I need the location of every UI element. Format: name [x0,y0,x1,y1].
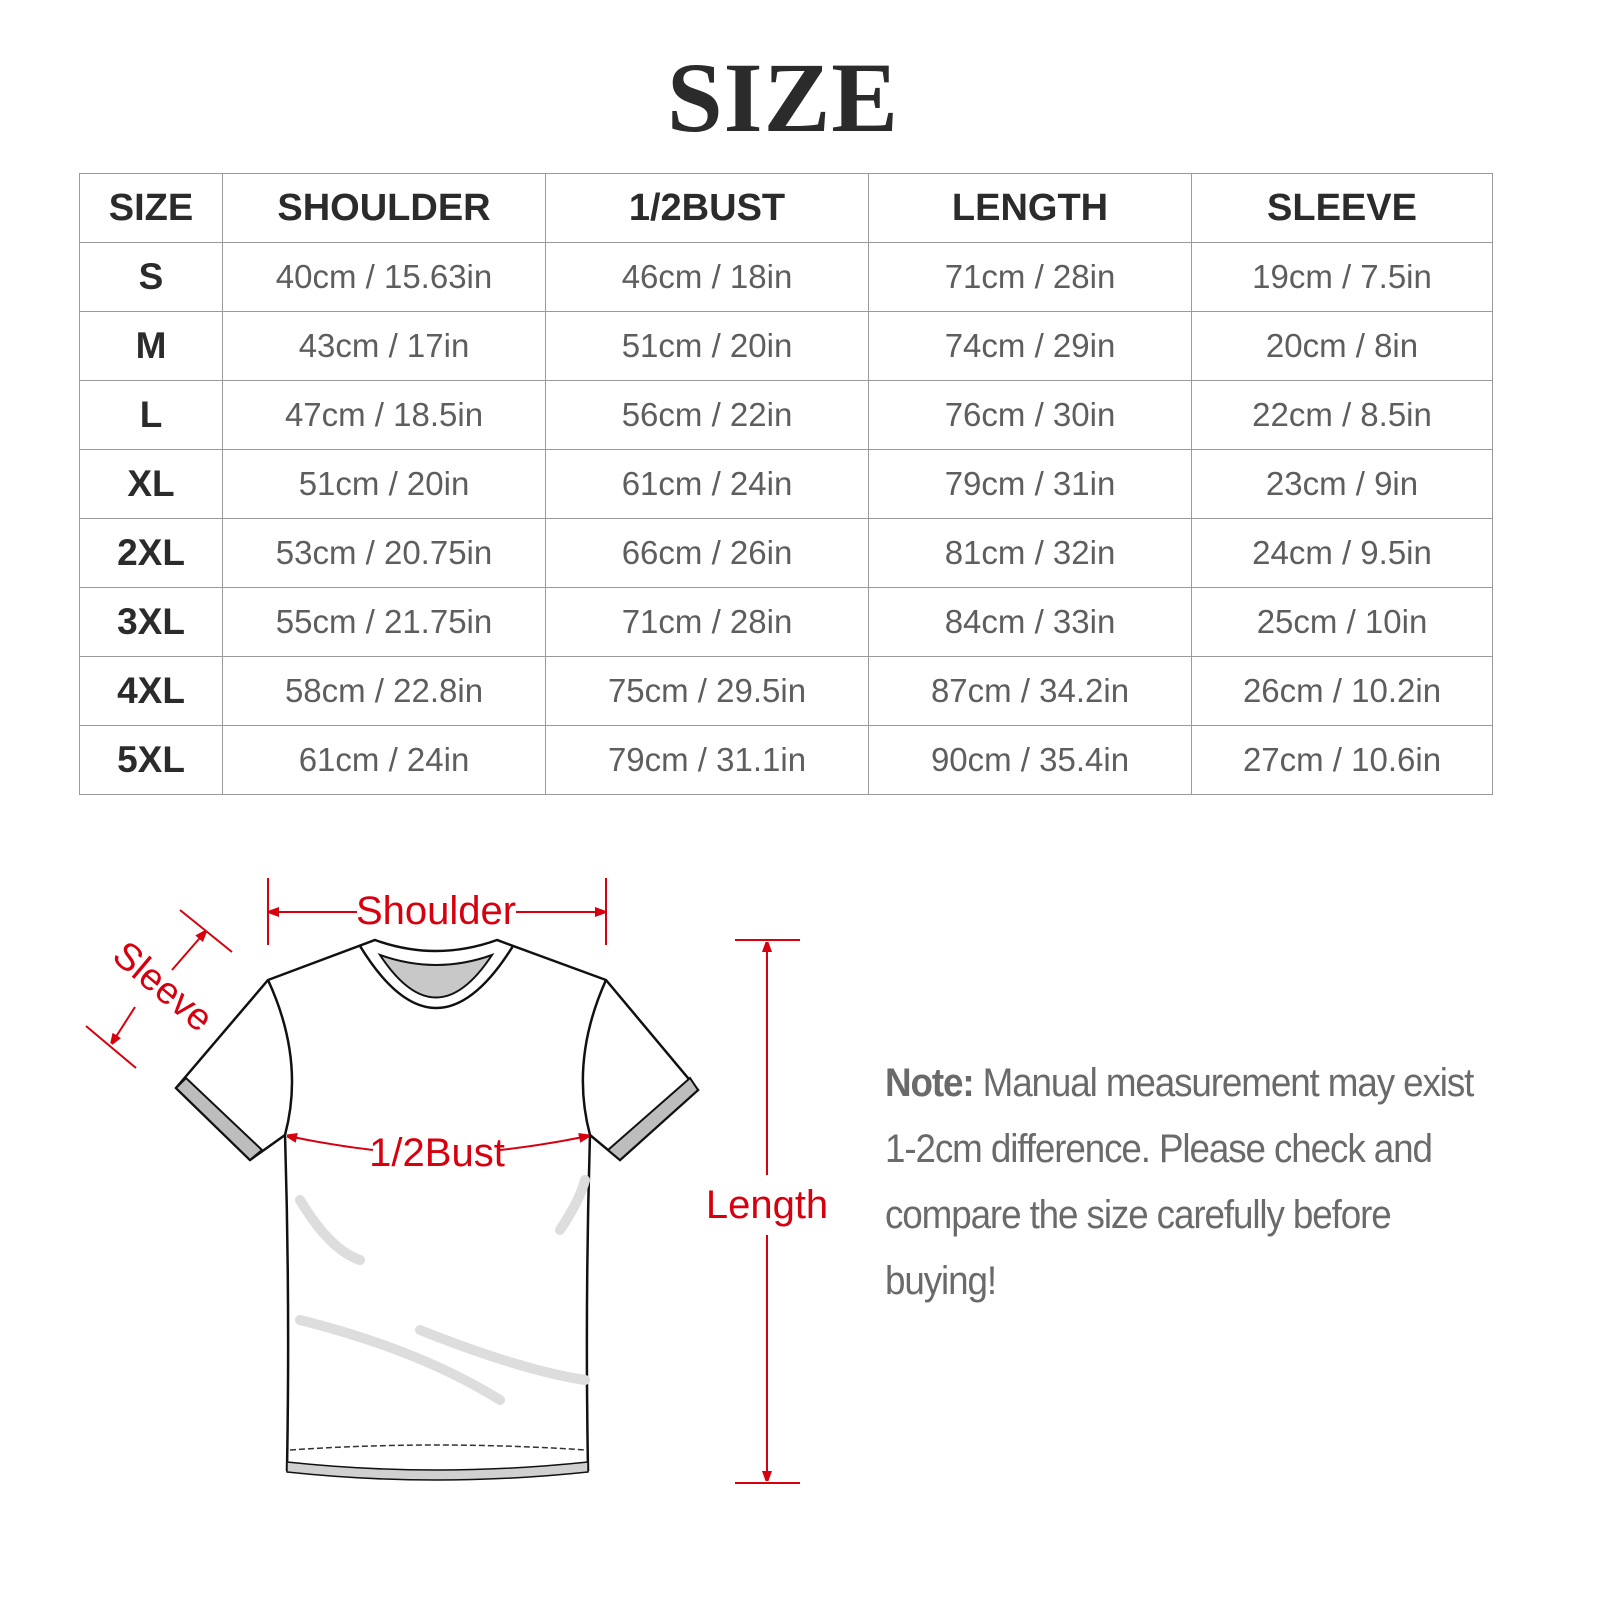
length-measure [735,939,800,1484]
table-row: M 43cm / 17in 51cm / 20in 74cm / 29in 20cm /… [79,311,1493,381]
note-text: Note: Manual measurement may exist 1-2cm… [885,1050,1474,1314]
size-cell: 4XL [79,656,223,726]
measurement-cell: 27cm / 10.6in [1191,725,1493,795]
note-body: Manual measurement may exist 1-2cm diffe… [885,1061,1474,1303]
measurement-cell: 58cm / 22.8in [222,656,546,726]
measurement-cell: 20cm / 8in [1191,311,1493,381]
measurement-cell: 76cm / 30in [868,380,1192,450]
size-cell: S [79,242,223,312]
size-cell: L [79,380,223,450]
measurement-cell: 24cm / 9.5in [1191,518,1493,588]
table-row: XL 51cm / 20in 61cm / 24in 79cm / 31in 23cm … [79,449,1493,519]
column-header-size: SIZE [79,173,223,243]
measurement-cell: 55cm / 21.75in [222,587,546,657]
measurement-cell: 66cm / 26in [545,518,869,588]
size-table: SIZE SHOULDER 1/2BUST LENGTH SLEEVE S 40cm / … [79,173,1493,795]
measurement-cell: 51cm / 20in [545,311,869,381]
size-cell: XL [79,449,223,519]
measurement-cell: 46cm / 18in [545,242,869,312]
shoulder-measure [267,878,607,945]
measurement-cell: 71cm / 28in [868,242,1192,312]
measurement-cell: 26cm / 10.2in [1191,656,1493,726]
measurement-cell: 53cm / 20.75in [222,518,546,588]
table-row: 4XL 58cm / 22.8in 75cm / 29.5in 87cm / 34.2… [79,656,1493,726]
measurement-cell: 23cm / 9in [1191,449,1493,519]
measurement-cell: 51cm / 20in [222,449,546,519]
length-label: Length [706,1183,828,1227]
tshirt-icon [174,938,700,1481]
table-header-row: SIZE SHOULDER 1/2BUST LENGTH SLEEVE [79,173,1493,243]
measurement-cell: 71cm / 28in [545,587,869,657]
measurement-cell: 40cm / 15.63in [222,242,546,312]
measurement-cell: 61cm / 24in [222,725,546,795]
measurement-cell: 22cm / 8.5in [1191,380,1493,450]
size-cell: 5XL [79,725,223,795]
table-row: 5XL 61cm / 24in 79cm / 31.1in 90cm / 35.4in… [79,725,1493,795]
bust-measure [288,1136,588,1151]
column-header-length: LENGTH [868,173,1192,243]
shoulder-label: Shoulder [356,889,516,933]
size-cell: 3XL [79,587,223,657]
measurement-cell: 56cm / 22in [545,380,869,450]
measurement-cell: 90cm / 35.4in [868,725,1192,795]
table-row: S 40cm / 15.63in 46cm / 18in 71cm / 28in 19c… [79,242,1493,312]
table-row: 3XL 55cm / 21.75in 71cm / 28in 84cm / 33in 2… [79,587,1493,657]
sleeve-measure [85,909,233,1069]
note-label: Note: [885,1061,975,1105]
measurement-cell: 84cm / 33in [868,587,1192,657]
measurement-cell: 43cm / 17in [222,311,546,381]
measurement-cell: 19cm / 7.5in [1191,242,1493,312]
measurement-cell: 75cm / 29.5in [545,656,869,726]
sleeve-label: Sleeve [105,934,221,1041]
page-title: SIZE [667,42,899,153]
measurement-cell: 79cm / 31.1in [545,725,869,795]
measurement-cell: 74cm / 29in [868,311,1192,381]
column-header-1-2bust: 1/2BUST [545,173,869,243]
measurement-cell: 61cm / 24in [545,449,869,519]
measurement-cell: 81cm / 32in [868,518,1192,588]
bust-label: 1/2Bust [369,1131,505,1175]
table-row: L 47cm / 18.5in 56cm / 22in 76cm / 30in 22cm… [79,380,1493,450]
size-cell: M [79,311,223,381]
column-header-sleeve: SLEEVE [1191,173,1493,243]
table-row: 2XL 53cm / 20.75in 66cm / 26in 81cm / 32in 2… [79,518,1493,588]
measurement-cell: 25cm / 10in [1191,587,1493,657]
